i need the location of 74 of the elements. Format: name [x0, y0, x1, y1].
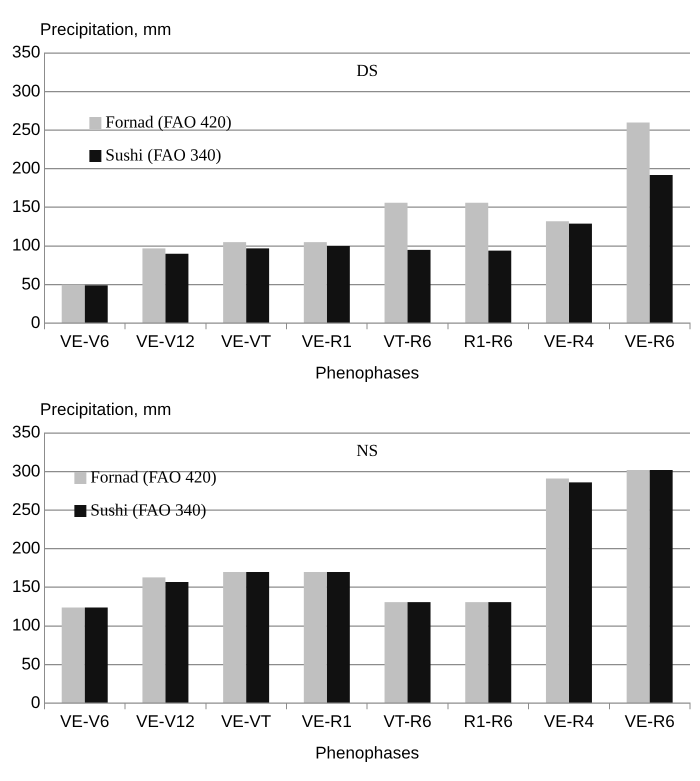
bar — [488, 250, 512, 323]
bar — [246, 572, 270, 703]
legend-label: Fornad (FAO 420) — [105, 112, 232, 132]
bar — [408, 250, 431, 323]
y-tick-label: 50 — [21, 654, 40, 674]
bar — [223, 572, 246, 703]
x-tick-label: VE-R6 — [624, 332, 675, 352]
bar — [384, 602, 408, 703]
bar — [384, 202, 408, 323]
y-tick-label: 350 — [12, 42, 40, 62]
bar — [62, 284, 85, 323]
x-axis-title: Phenophases — [315, 743, 420, 762]
y-tick-label: 300 — [12, 81, 40, 100]
x-tick-label: VE-R1 — [302, 332, 352, 352]
bar — [142, 248, 166, 323]
x-tick-label: VE-R1 — [302, 712, 352, 732]
bar — [546, 221, 569, 323]
bar — [165, 254, 188, 323]
y-tick-label: 250 — [12, 120, 40, 139]
x-tick-label: VE-R4 — [544, 332, 594, 352]
bar — [568, 224, 592, 323]
bar — [62, 607, 85, 703]
y-tick-label: 150 — [12, 577, 40, 596]
y-tick-label: 0 — [30, 692, 40, 712]
bar — [626, 122, 650, 323]
bar — [326, 246, 350, 323]
bar — [246, 248, 270, 323]
bar — [650, 174, 673, 323]
legend-label: Sushi (FAO 340) — [105, 145, 222, 164]
y-tick-label: 200 — [12, 538, 40, 558]
x-tick-label: VE-V12 — [136, 332, 195, 352]
x-tick-label: VE-VT — [221, 332, 272, 352]
legend-label: Sushi (FAO 340) — [90, 500, 206, 520]
bar — [326, 572, 350, 703]
x-tick-label: VE-R6 — [624, 712, 675, 732]
y-axis-title: Precipitation, mm — [40, 20, 172, 39]
y-tick-label: 100 — [12, 236, 40, 255]
text: DS — [356, 60, 378, 80]
bar — [568, 482, 592, 703]
x-tick-label: VE-V6 — [60, 332, 110, 352]
x-axis-title: Phenophases — [315, 363, 420, 382]
text: NS — [356, 440, 378, 460]
x-tick-label: R1-R6 — [464, 712, 513, 732]
x-tick-label: VE-VT — [221, 712, 272, 732]
y-tick-label: 250 — [12, 500, 40, 519]
x-tick-label: R1-R6 — [464, 332, 513, 352]
y-tick-label: 50 — [21, 274, 40, 294]
x-tick-label: VT-R6 — [383, 332, 432, 352]
bar — [165, 582, 188, 703]
bar — [650, 470, 673, 703]
bar — [142, 577, 166, 703]
bar — [626, 470, 650, 703]
x-tick-label: VE-R4 — [544, 712, 594, 732]
y-tick-label: 100 — [12, 616, 40, 635]
bar — [304, 242, 327, 323]
x-tick-label: VT-R6 — [383, 712, 432, 732]
bar — [223, 242, 246, 323]
y-tick-label: 300 — [12, 461, 40, 480]
x-tick-label: VE-V12 — [136, 712, 195, 732]
bar — [546, 478, 569, 703]
y-tick-label: 150 — [12, 197, 40, 216]
y-axis-title: Precipitation, mm — [40, 400, 172, 419]
bar — [304, 572, 327, 703]
legend-label: Fornad (FAO 420) — [90, 467, 217, 486]
y-tick-label: 350 — [12, 422, 40, 442]
y-tick-label: 0 — [30, 312, 40, 332]
bar — [84, 607, 108, 703]
x-tick-label: VE-V6 — [60, 712, 110, 732]
bar — [408, 602, 431, 703]
bar — [488, 602, 512, 703]
y-tick-label: 200 — [12, 158, 40, 178]
bar — [465, 202, 488, 323]
bar — [84, 285, 108, 323]
bar — [465, 602, 488, 703]
